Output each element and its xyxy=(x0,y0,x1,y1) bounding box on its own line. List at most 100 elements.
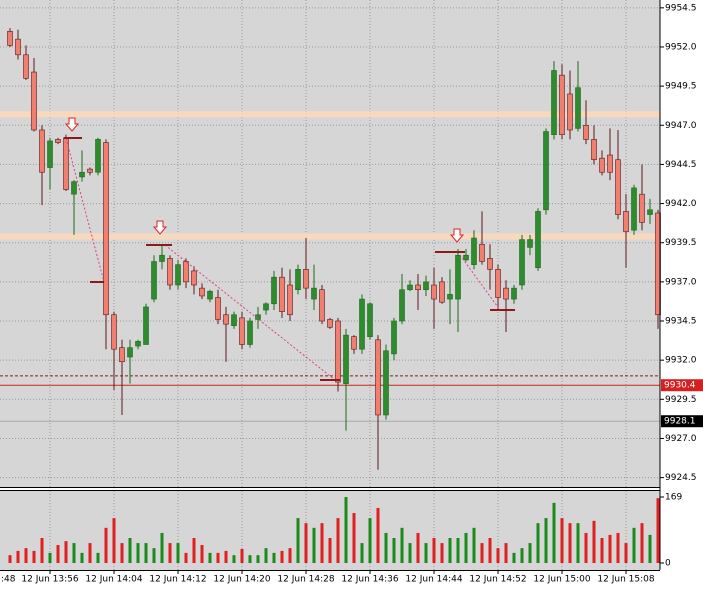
candle-body xyxy=(15,38,21,56)
price-panel xyxy=(0,0,660,487)
axes: 9954.5 9952.0 9949.5 9947.0 9944.5 9942.0 9939… xyxy=(21,3,703,585)
volume-bar xyxy=(32,550,36,563)
volume-bar xyxy=(72,543,76,563)
volume-bar xyxy=(136,543,140,563)
candle-body xyxy=(23,54,29,79)
volume-bar xyxy=(552,502,556,563)
y-tick-label: 9942.0 xyxy=(665,199,697,209)
candle-body xyxy=(191,270,197,286)
candle-body xyxy=(359,298,365,350)
y-tick-label: 9949.5 xyxy=(665,82,697,92)
candle-body xyxy=(167,258,173,286)
candle-body xyxy=(247,320,253,345)
candle-body xyxy=(295,269,301,290)
volume-bar xyxy=(216,552,220,563)
candle-body xyxy=(463,254,469,261)
candle-body xyxy=(311,287,317,300)
candle-body xyxy=(559,74,565,135)
candle-body xyxy=(279,276,285,312)
volume-bar xyxy=(648,534,652,563)
candle-body xyxy=(327,319,333,328)
price-label: 9930.4 xyxy=(664,381,696,391)
x-tick-label: 12 Jun 14:36 xyxy=(341,575,398,585)
candle-body xyxy=(79,171,85,178)
candle-body xyxy=(431,284,437,300)
y-tick-label: 9947.0 xyxy=(665,121,697,131)
volume-bar xyxy=(616,532,620,563)
volume-bar xyxy=(112,518,116,563)
candle-body xyxy=(455,254,461,300)
volume-bar xyxy=(224,550,228,563)
candle-body xyxy=(567,93,573,131)
volume-bar xyxy=(40,538,44,563)
volume-bar xyxy=(592,520,596,563)
volume-bar xyxy=(56,545,60,563)
x-tick-label: 12 Jun 13:56 xyxy=(21,575,78,585)
candle-body xyxy=(591,139,597,161)
candle-body xyxy=(231,314,237,327)
candle-body xyxy=(391,320,397,355)
zigzag xyxy=(64,117,515,381)
volume-bar xyxy=(576,523,580,563)
y-tick-label: 9927.0 xyxy=(665,434,697,444)
volume-bar xyxy=(264,548,268,563)
volume-bar xyxy=(560,518,564,563)
x-tick-label: 12 Jun 14:52 xyxy=(469,575,526,585)
candle-body xyxy=(527,239,533,248)
volume-bar xyxy=(80,552,84,563)
volume-bar xyxy=(272,552,276,563)
price-label-bg xyxy=(661,379,703,392)
y-tick-label: 9932.0 xyxy=(665,356,697,366)
volume-bar xyxy=(424,543,428,563)
candle-body xyxy=(599,157,605,173)
candle-body xyxy=(583,124,589,140)
candle-body xyxy=(55,139,61,143)
candle-body xyxy=(439,281,445,303)
volume-bar xyxy=(160,532,164,563)
candle-body xyxy=(207,290,213,300)
candle-body xyxy=(415,284,421,290)
candle-body xyxy=(135,341,141,347)
candle-body xyxy=(383,350,389,416)
candle-body xyxy=(335,320,341,383)
volume-bar xyxy=(296,518,300,563)
volume-bar xyxy=(192,538,196,563)
x-tick-label: 12 Jun 14:28 xyxy=(277,575,334,585)
x-tick-label: 12 Jun 14:04 xyxy=(85,575,142,585)
volume-bar xyxy=(248,555,252,563)
candle-body xyxy=(471,237,477,265)
candle-body xyxy=(407,284,413,290)
y-tick-label: 9954.5 xyxy=(665,3,697,13)
volume-bar xyxy=(152,548,156,563)
candle-body xyxy=(487,258,493,270)
volume-bar xyxy=(304,523,308,563)
zigzag-line xyxy=(65,137,105,283)
volume-bar xyxy=(512,552,516,563)
volume-bar xyxy=(104,527,108,563)
volume-bar xyxy=(208,552,212,563)
candle-body xyxy=(119,347,125,363)
volume-bar xyxy=(360,543,364,563)
candle-body xyxy=(63,137,69,190)
volume-bar xyxy=(608,534,612,563)
volume-bar xyxy=(496,548,500,563)
candle-body xyxy=(607,154,613,173)
candle-body xyxy=(303,269,309,289)
candle-body xyxy=(615,159,621,215)
volume-tick-label: 0 xyxy=(665,559,671,569)
volume-bar xyxy=(544,518,548,563)
volume-bar xyxy=(144,543,148,563)
candle-body xyxy=(367,303,373,337)
candle-body xyxy=(535,211,541,269)
candle-body xyxy=(127,347,133,358)
candle-body xyxy=(143,306,149,345)
candle-body xyxy=(519,239,525,286)
volume-bar xyxy=(400,527,404,563)
volume-bar xyxy=(240,548,244,563)
volume-tick-label: 169 xyxy=(665,493,682,503)
levels xyxy=(0,111,660,422)
volume-bar xyxy=(280,550,284,563)
volume-bar xyxy=(600,538,604,563)
candle-body xyxy=(263,303,269,311)
